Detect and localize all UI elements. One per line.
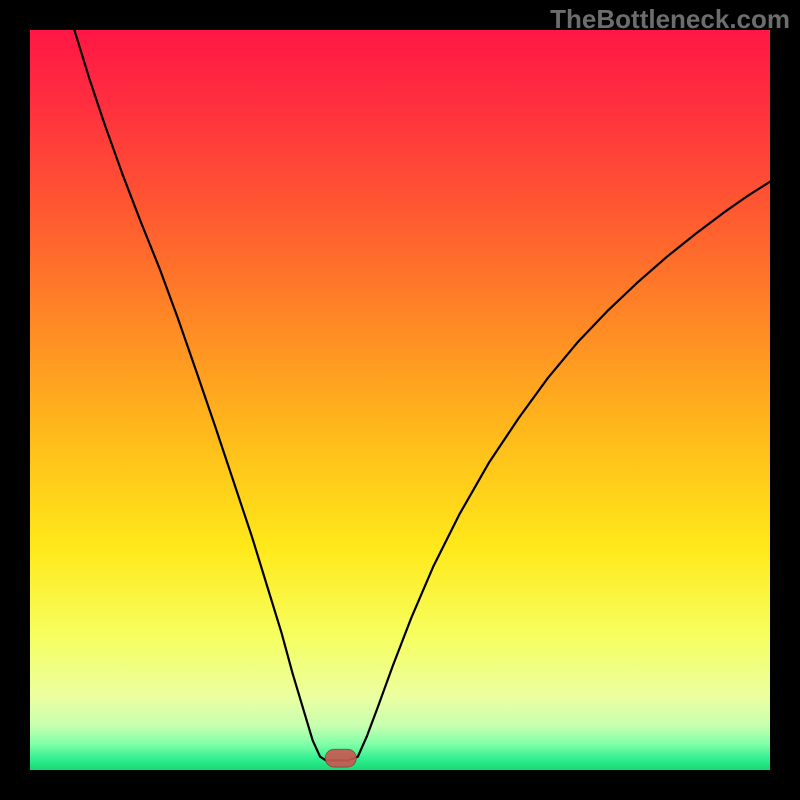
watermark-text: TheBottleneck.com bbox=[550, 4, 790, 35]
optimal-marker bbox=[325, 749, 356, 767]
chart-svg bbox=[30, 30, 770, 770]
chart-background bbox=[30, 30, 770, 770]
plot-area bbox=[30, 30, 770, 770]
